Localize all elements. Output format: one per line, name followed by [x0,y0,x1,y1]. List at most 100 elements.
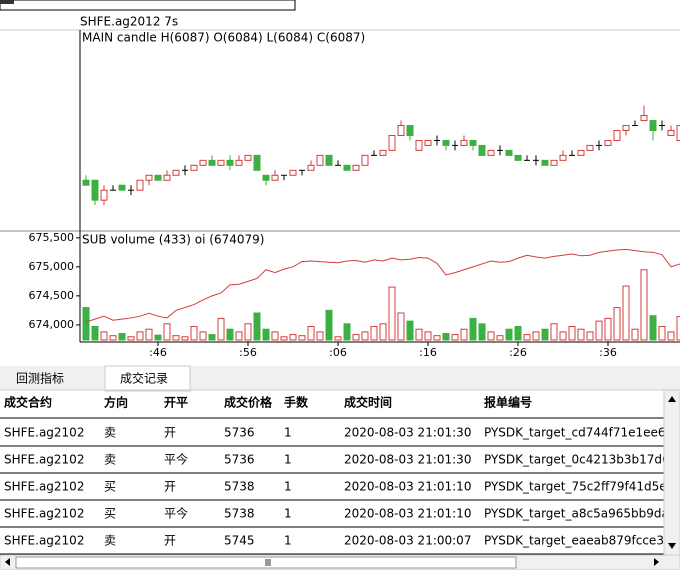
main-title: MAIN candle H(6087) O(6084) L(6084) C(60… [82,31,365,45]
chart-header: SHFE.ag2012 7s [80,15,178,29]
column-header: 成交合约 [4,395,52,410]
candle-body [82,179,90,186]
sub-panel: 674,000 674,500 675,000 675,500:46:56:06:16… [29,231,680,359]
scroll-up[interactable] [668,396,676,402]
table-cell: PYSDK_target_eaeab879fcce32a [484,534,679,548]
table-cell: SHFE.ag2102 [4,426,84,440]
volume-bar [469,317,477,341]
scroll-left[interactable] [5,558,10,566]
volume-bar [676,316,680,341]
tab[interactable]: 回测指标 [16,371,64,386]
candle-body [253,154,261,171]
candle-body [145,174,153,181]
table-cell: 2020-08-03 21:01:10 [344,507,471,521]
volume-bar [163,323,171,341]
y-tick-label: 675,500 [29,231,75,244]
candle-body [640,115,648,122]
candle-body [172,169,180,176]
candle-body [316,154,324,166]
candle-body [199,159,207,166]
candle-body [586,144,594,151]
table-cell: SHFE.ag2102 [4,534,84,548]
volume-bar [550,323,558,341]
volume-bar [181,336,189,341]
volume-bar [370,326,378,341]
y-tick-label: 674,500 [29,289,75,302]
candle-body [460,139,468,146]
volume-bar [424,331,432,341]
grip [265,559,271,566]
candle-body [415,139,423,151]
volume-bar [244,323,252,341]
candle-body [217,159,225,166]
table-cell: 2020-08-03 21:01:30 [344,426,471,440]
column-header: 成交时间 [344,395,392,410]
tab-active[interactable] [104,365,191,392]
candle-body [226,159,234,166]
volume-bar [649,315,657,341]
table-cell: 5738 [224,480,255,494]
sub-title: SUB volume (433) oi (674079) [82,233,264,247]
table-cell: 1 [284,534,292,548]
candle-body [163,174,171,181]
candle-body [100,189,108,201]
table-cell: 开 [164,480,176,494]
volume-bar [226,328,234,341]
table-cell: PYSDK_target_cd744f71e1ee6f6 [484,426,677,440]
candle-body [289,169,297,176]
top-input[interactable] [0,0,296,11]
volume-bar [172,335,180,341]
volume-bar [379,323,387,341]
volume-bar [496,335,504,341]
candle-body [271,174,279,181]
volume-bar [100,331,108,341]
table-cell: 买 [104,480,116,494]
table-cell: SHFE.ag2102 [4,453,84,467]
volume-bar [487,331,495,341]
candle-body [676,125,680,141]
scroll-down[interactable] [668,543,676,549]
candle-body [613,130,621,141]
volume-bar [208,334,216,341]
v-scrollbar[interactable] [663,389,680,556]
column-header: 手数 [284,395,309,410]
volume-bar [118,333,126,341]
candle-body [262,174,270,181]
volume-bar [199,331,207,341]
column-header: 方向 [104,395,128,410]
x-tick-label: :46 [149,346,167,359]
candle-body [550,159,558,166]
volume-bar [460,328,468,341]
main-panel [82,105,680,206]
candle-body [406,125,414,136]
candle-body [478,144,486,156]
volume-bar [397,312,405,341]
volume-bar [586,331,594,341]
candle-body [235,159,243,166]
table-cell: 5736 [224,453,255,467]
volume-bar [289,334,297,341]
table-cell: 卖 [104,534,116,548]
candle-body [388,134,396,151]
candle-body [559,154,567,161]
candle-body [244,154,252,161]
volume-bar [388,286,396,341]
table-cell: 买 [104,507,116,521]
volume-bar [523,334,531,341]
table-cell: 卖 [104,453,116,467]
volume-bar [640,269,648,341]
table-cell: 1 [284,453,292,467]
table-cell: 5738 [224,507,255,521]
column-header: 开平 [164,396,188,410]
x-tick-label: :56 [239,346,257,359]
candle-body [622,125,630,132]
tab-bar [0,366,680,390]
tab[interactable]: 成交记录 [120,371,168,386]
scroll-right[interactable] [654,558,659,566]
volume-bar [622,285,630,341]
candle-body [667,130,675,136]
table-cell: 1 [284,426,292,440]
volume-bar [406,320,414,341]
volume-bar [532,331,540,341]
